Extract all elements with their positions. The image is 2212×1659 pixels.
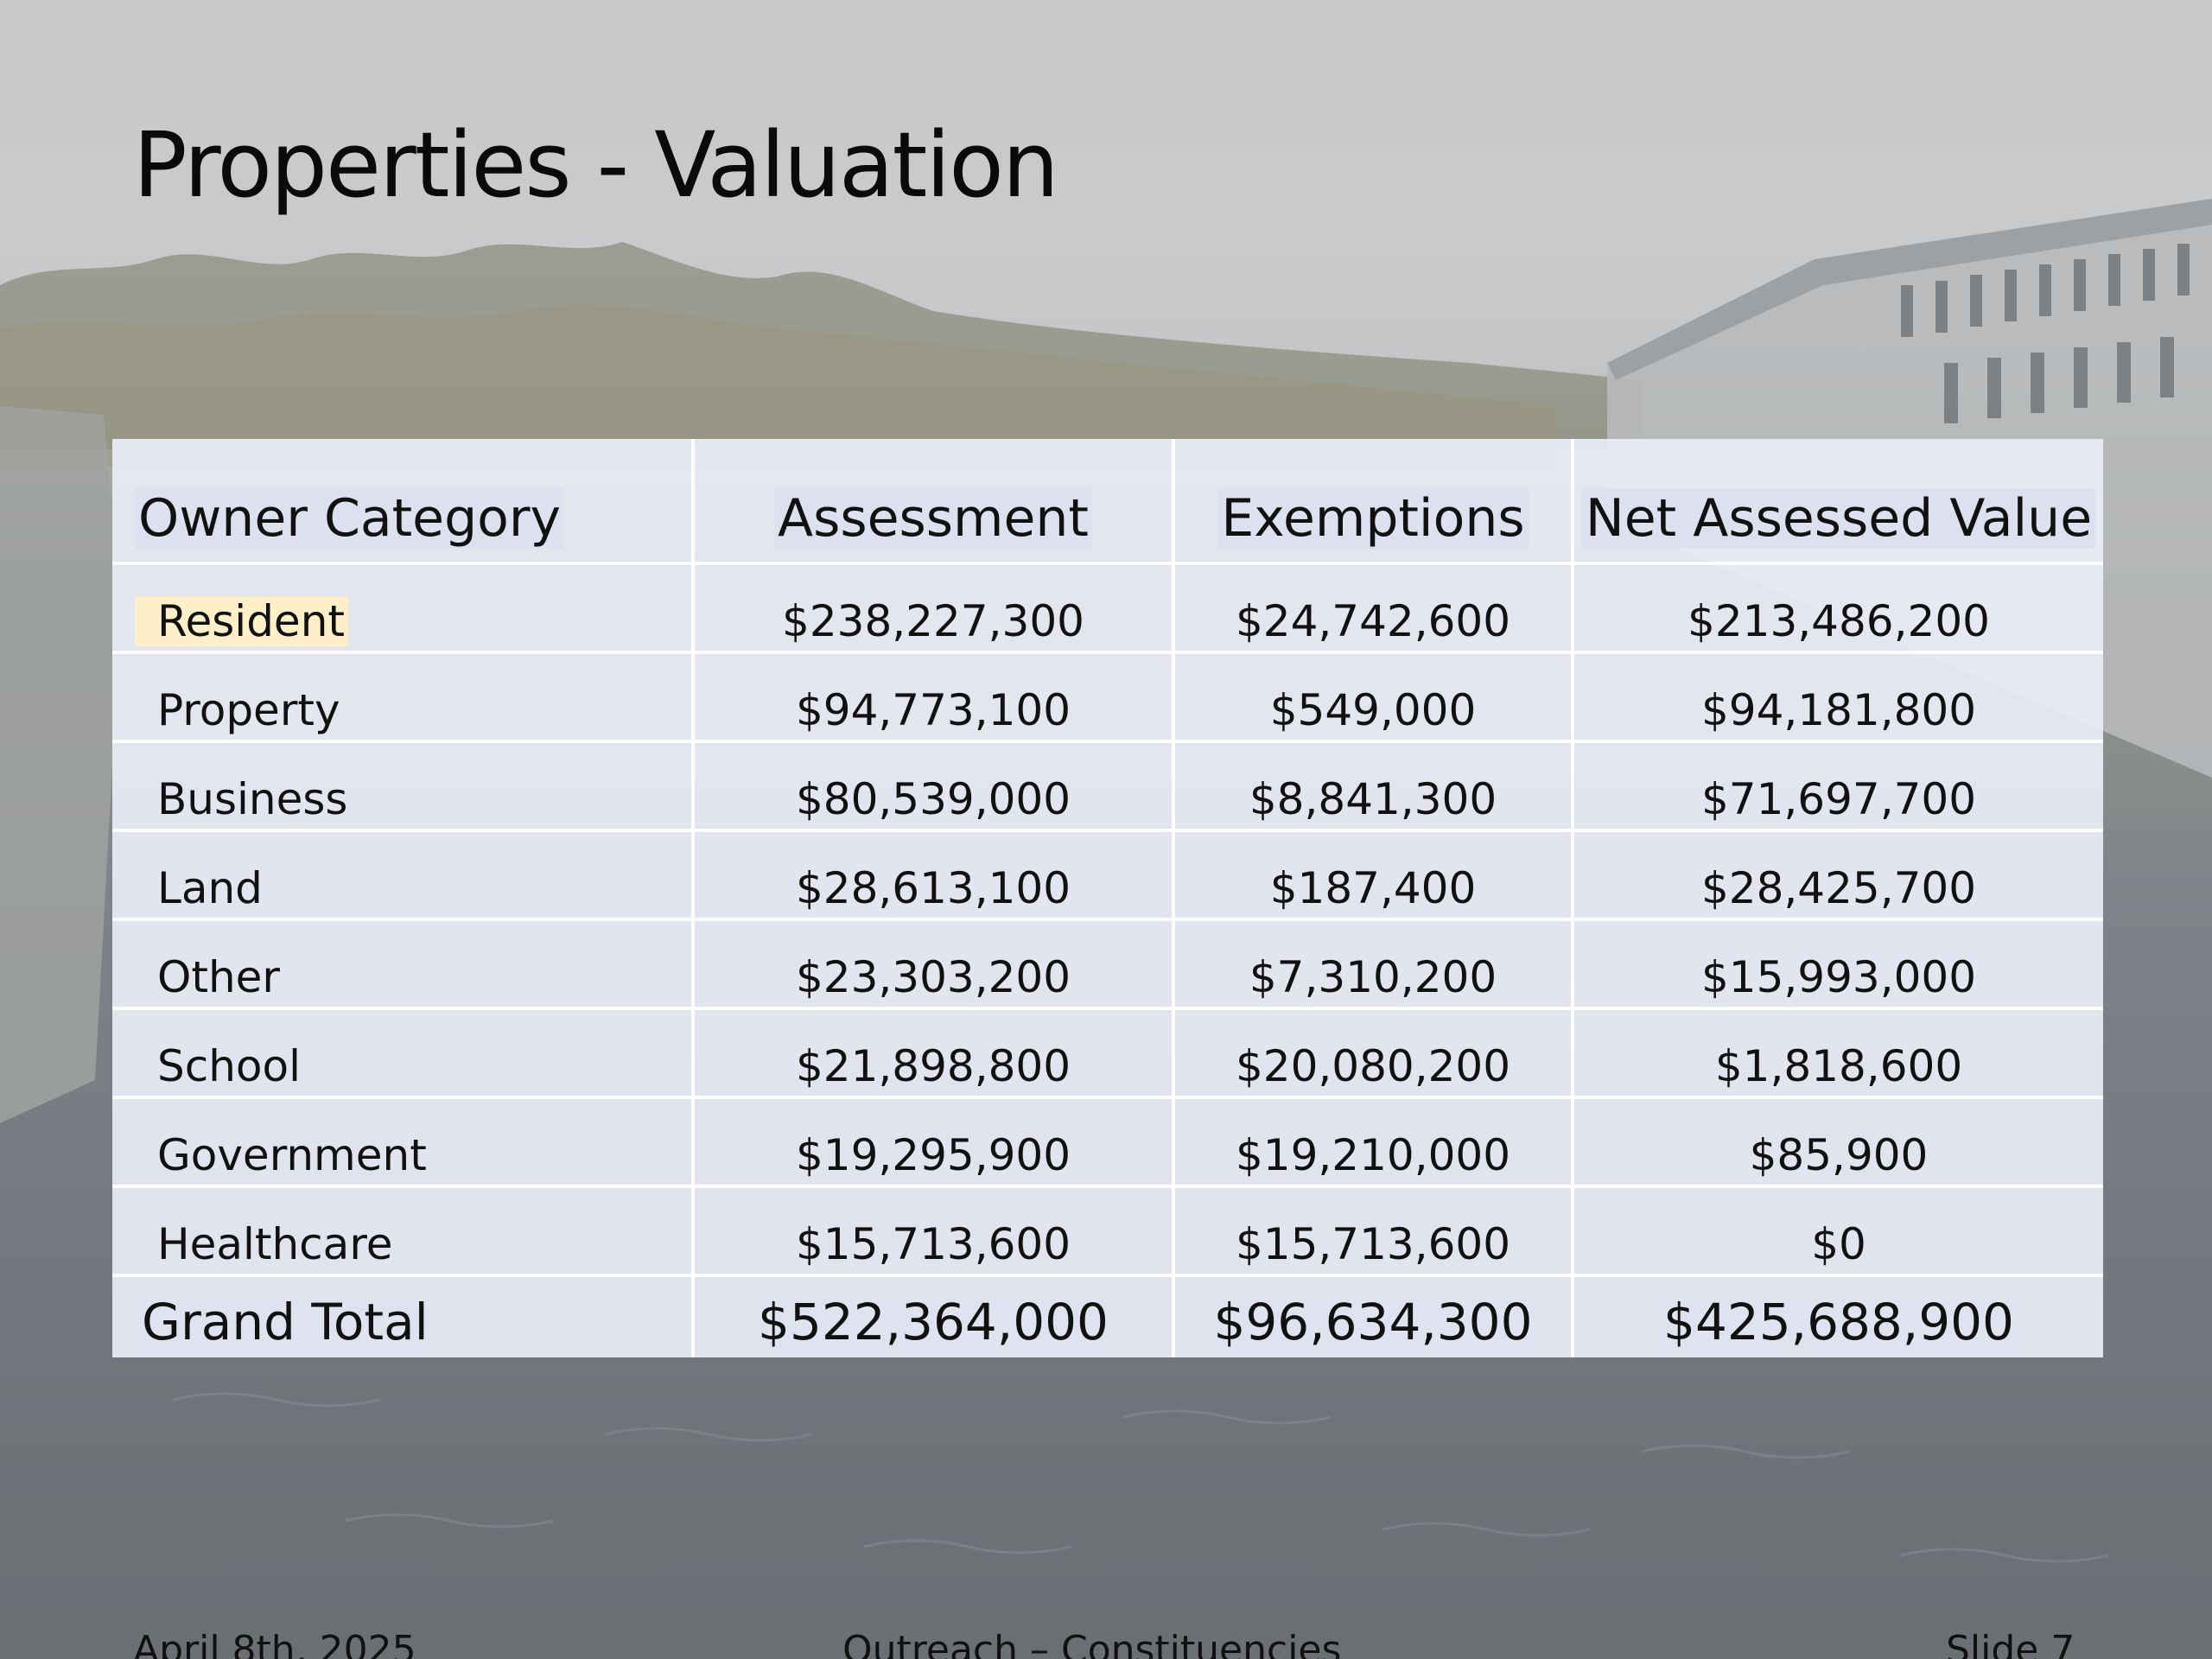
- cell-exemptions: $549,000: [1269, 685, 1477, 735]
- row-divider: [112, 829, 2103, 832]
- cell-net-assessed-value: $1,818,600: [1714, 1041, 1963, 1091]
- cell-owner-category: Healthcare: [157, 1219, 393, 1269]
- valuation-table: Owner Category Assessment Exemptions Net…: [112, 439, 2103, 1357]
- cell-owner-category: Resident: [135, 591, 671, 652]
- cell-net-assessed-value: $28,425,700: [1700, 863, 1977, 913]
- cell-owner-category: School: [157, 1041, 301, 1091]
- cell-assessment: $238,227,300: [782, 596, 1084, 646]
- cell-net-assessed-value: $213,486,200: [1688, 596, 1990, 646]
- cell-exemptions: $24,742,600: [1235, 596, 1511, 646]
- footer-slide-number: Slide 7: [1946, 1628, 2075, 1659]
- total-label: Grand Total: [138, 1287, 674, 1357]
- footer-center: Outreach – Constituencies: [842, 1628, 1342, 1659]
- row-divider: [112, 651, 2103, 654]
- cell-assessment: $15,713,600: [795, 1219, 1071, 1269]
- cell-owner-category: Property: [157, 685, 340, 735]
- header-net-assessed-value: Net Assessed Value: [1574, 484, 2103, 553]
- slide-title: Properties - Valuation: [133, 112, 1059, 218]
- cell-assessment: $23,303,200: [795, 952, 1071, 1002]
- cell-net-assessed-value: $94,181,800: [1700, 685, 1977, 735]
- row-divider: [112, 1096, 2103, 1099]
- row-divider: [112, 1274, 2103, 1277]
- cell-net-assessed-value: $71,697,700: [1700, 774, 1977, 824]
- cell-net-assessed-value: $85,900: [1749, 1130, 1929, 1180]
- column-divider: [1571, 439, 1574, 1357]
- cell-exemptions: $7,310,200: [1249, 952, 1497, 1002]
- cell-net-assessed-value: $15,993,000: [1700, 952, 1977, 1002]
- cell-owner-category: Land: [157, 863, 263, 913]
- total-exemptions: $96,634,300: [1175, 1287, 1571, 1357]
- cell-owner-category: Government: [157, 1130, 427, 1180]
- row-divider: [112, 1185, 2103, 1188]
- cell-assessment: $21,898,800: [795, 1041, 1071, 1091]
- row-divider: [112, 562, 2103, 565]
- header-assessment: Assessment: [695, 484, 1172, 553]
- cell-assessment: $19,295,900: [795, 1130, 1071, 1180]
- cell-exemptions: $15,713,600: [1235, 1219, 1511, 1269]
- total-assessment: $522,364,000: [695, 1287, 1172, 1357]
- column-divider: [1172, 439, 1175, 1357]
- cell-assessment: $28,613,100: [795, 863, 1071, 913]
- cell-exemptions: $187,400: [1269, 863, 1477, 913]
- header-owner-category: Owner Category: [135, 484, 671, 553]
- total-net-assessed-value: $425,688,900: [1574, 1287, 2103, 1357]
- cell-exemptions: $19,210,000: [1235, 1130, 1511, 1180]
- cell-exemptions: $20,080,200: [1235, 1041, 1511, 1091]
- column-divider: [691, 439, 695, 1357]
- footer-date: April 8th, 2025: [133, 1628, 416, 1659]
- cell-owner-category: Other: [157, 952, 280, 1002]
- header-exemptions: Exemptions: [1175, 484, 1571, 553]
- cell-assessment: $94,773,100: [795, 685, 1071, 735]
- row-divider: [112, 740, 2103, 743]
- row-divider: [112, 918, 2103, 921]
- cell-owner-category: Business: [157, 774, 348, 824]
- cell-net-assessed-value: $0: [1811, 1219, 1866, 1269]
- row-divider: [112, 1007, 2103, 1010]
- cell-exemptions: $8,841,300: [1249, 774, 1497, 824]
- cell-assessment: $80,539,000: [795, 774, 1071, 824]
